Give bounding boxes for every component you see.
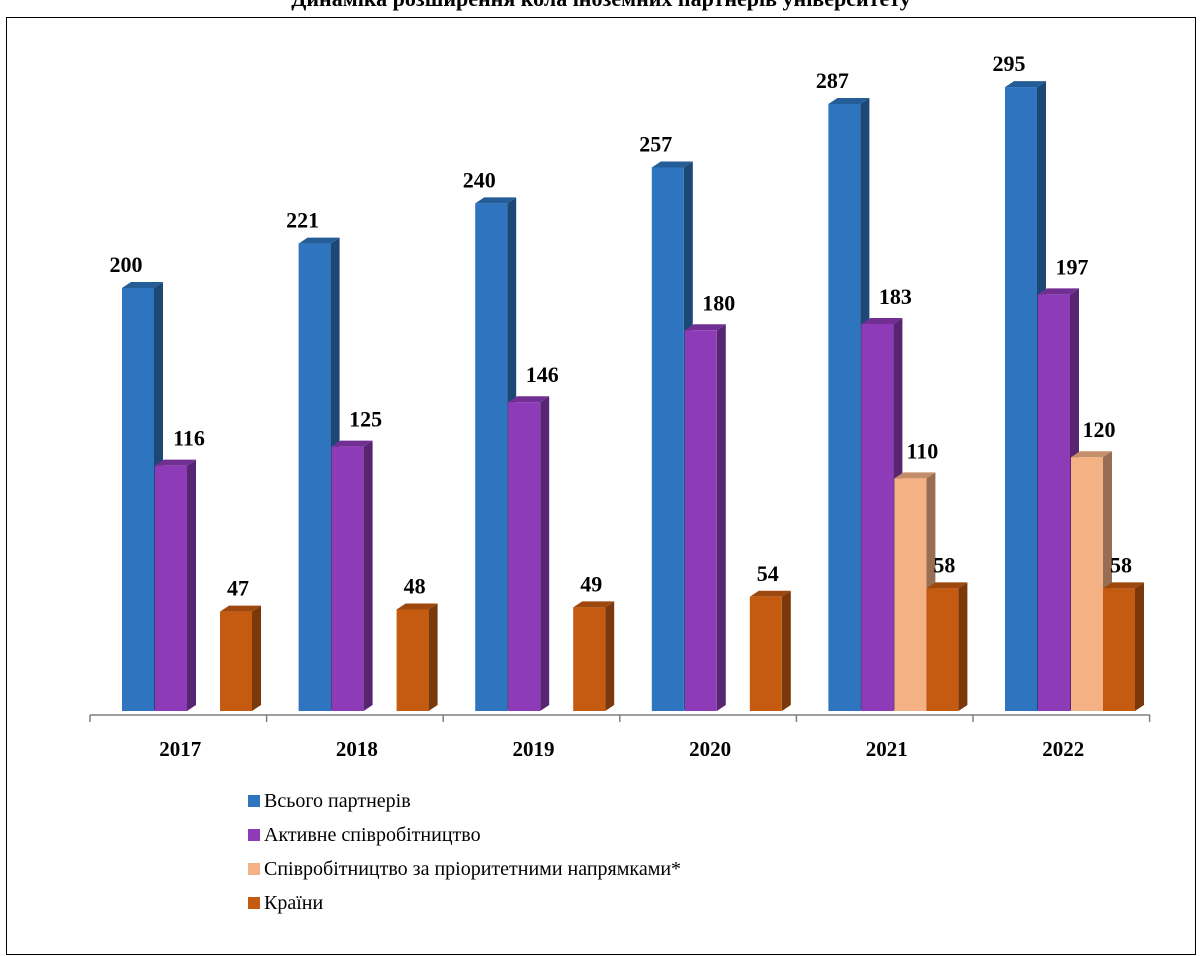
legend-item-countries: Країни xyxy=(248,886,681,920)
bar-top xyxy=(475,197,517,204)
bar-top xyxy=(331,440,373,447)
bar-top xyxy=(926,582,968,589)
legend-swatch-total xyxy=(248,795,260,807)
bar xyxy=(1005,87,1037,711)
bar-side xyxy=(540,396,550,711)
data-label: 200 xyxy=(110,252,143,277)
bar xyxy=(1071,457,1103,711)
chart-frame xyxy=(6,17,1196,955)
data-label: 58 xyxy=(933,552,955,577)
bar-top xyxy=(122,282,163,288)
legend-item-priority: Співробітництво за пріоритетними напрямк… xyxy=(248,852,681,886)
bar-side xyxy=(187,459,196,711)
legend-label-priority: Співробітництво за пріоритетними напрямк… xyxy=(264,857,682,880)
bar-side xyxy=(958,582,968,711)
legend-swatch-priority xyxy=(248,863,260,875)
bar-top xyxy=(1103,582,1144,589)
bar xyxy=(573,607,606,711)
bar-top xyxy=(684,324,726,331)
data-label: 49 xyxy=(580,571,602,596)
data-label: 116 xyxy=(173,426,205,451)
data-label: 48 xyxy=(404,573,426,598)
bar-top xyxy=(749,590,791,597)
data-label: 183 xyxy=(879,284,912,309)
bar-top xyxy=(1005,81,1046,88)
legend-swatch-active xyxy=(248,829,260,841)
data-label: 221 xyxy=(286,208,319,233)
bar xyxy=(122,288,154,711)
bar-side xyxy=(605,601,615,711)
bar-side xyxy=(428,603,438,711)
bar-top xyxy=(298,237,340,244)
legend-swatch-countries xyxy=(248,897,260,909)
bar xyxy=(331,446,364,711)
bar xyxy=(1038,294,1070,711)
bar-top xyxy=(828,97,870,104)
bar-top xyxy=(573,601,615,608)
legend-label-total: Всього партнерів xyxy=(264,789,411,812)
data-label: 125 xyxy=(349,407,382,432)
bar-side xyxy=(1135,582,1144,711)
bar xyxy=(220,611,252,711)
legend-label-active: Активне співробітництво xyxy=(264,823,481,846)
data-label: 47 xyxy=(227,576,249,601)
data-label: 146 xyxy=(526,362,559,387)
x-tick-label: 2018 xyxy=(336,737,378,761)
bar-side xyxy=(252,605,261,711)
bar xyxy=(155,465,187,711)
bar xyxy=(298,243,331,711)
data-label: 54 xyxy=(757,561,779,586)
x-tick-label: 2021 xyxy=(866,737,908,761)
legend: Всього партнерів Активне співробітництво… xyxy=(248,784,681,920)
x-tick-label: 2017 xyxy=(159,737,201,761)
bar-top xyxy=(508,396,550,403)
data-label: 120 xyxy=(1083,417,1116,442)
bar-top xyxy=(861,317,903,324)
data-label: 180 xyxy=(702,290,735,315)
bar-top xyxy=(651,161,693,168)
bar xyxy=(1103,588,1135,711)
data-label: 287 xyxy=(816,68,849,93)
data-label: 257 xyxy=(639,131,672,156)
bar xyxy=(684,330,717,711)
x-tick-label: 2020 xyxy=(689,737,731,761)
bar xyxy=(861,323,894,711)
data-label: 295 xyxy=(993,51,1026,76)
bar-top xyxy=(1038,288,1079,295)
bar xyxy=(475,203,508,711)
bar xyxy=(828,103,861,712)
bar-top xyxy=(155,459,196,466)
bar-top xyxy=(220,605,261,612)
bar xyxy=(508,402,541,711)
bar-top xyxy=(396,603,438,610)
data-label: 240 xyxy=(463,167,496,192)
bar xyxy=(396,609,429,711)
bar-top xyxy=(1071,451,1112,458)
bar-side xyxy=(781,590,791,711)
bar xyxy=(894,478,927,711)
bar xyxy=(926,588,959,711)
data-label: 110 xyxy=(907,438,939,463)
legend-item-active: Активне співробітництво xyxy=(248,818,681,852)
bar xyxy=(651,167,684,711)
legend-item-total: Всього партнерів xyxy=(248,784,681,818)
data-label: 197 xyxy=(1056,254,1089,279)
data-label: 58 xyxy=(1110,552,1132,577)
bar-side xyxy=(716,324,726,711)
bar xyxy=(749,596,782,711)
x-tick-label: 2022 xyxy=(1042,737,1084,761)
bar-top xyxy=(894,472,936,479)
bar-side xyxy=(363,440,373,711)
x-tick-label: 2019 xyxy=(513,737,555,761)
legend-label-countries: Країни xyxy=(264,891,324,914)
chart-title: Динаміка розширення кола іноземних партн… xyxy=(0,0,1202,12)
